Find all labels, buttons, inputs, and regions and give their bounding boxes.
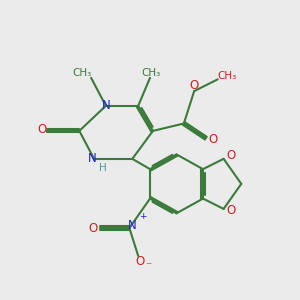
Text: N: N <box>101 99 110 112</box>
Text: O: O <box>190 79 199 92</box>
Text: CH₃: CH₃ <box>142 68 161 78</box>
Text: N: N <box>88 152 97 165</box>
Text: O: O <box>226 149 236 162</box>
Text: N: N <box>128 219 137 232</box>
Text: CH₃: CH₃ <box>217 71 236 81</box>
Text: O: O <box>37 123 46 136</box>
Text: O: O <box>88 221 97 235</box>
Text: ⁻: ⁻ <box>146 260 152 273</box>
Text: O: O <box>135 255 144 268</box>
Text: +: + <box>139 212 146 221</box>
Text: O: O <box>226 204 236 217</box>
Text: O: O <box>209 133 218 146</box>
Text: CH₃: CH₃ <box>73 68 92 78</box>
Text: H: H <box>99 163 107 173</box>
